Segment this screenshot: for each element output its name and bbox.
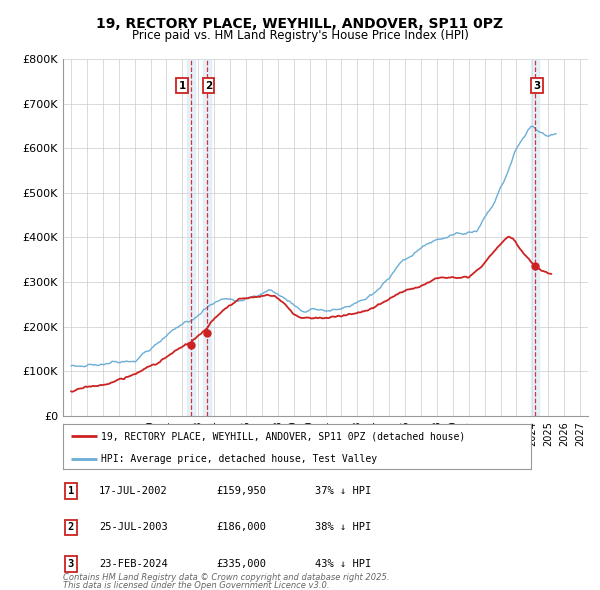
Bar: [530, 59, 539, 416]
Text: This data is licensed under the Open Government Licence v3.0.: This data is licensed under the Open Gov…: [63, 581, 329, 589]
Text: 3: 3: [68, 559, 74, 569]
Text: 23-FEB-2024: 23-FEB-2024: [99, 559, 168, 569]
Text: 19, RECTORY PLACE, WEYHILL, ANDOVER, SP11 0PZ: 19, RECTORY PLACE, WEYHILL, ANDOVER, SP1…: [97, 17, 503, 31]
Text: 43% ↓ HPI: 43% ↓ HPI: [315, 559, 371, 569]
Text: 3: 3: [533, 81, 541, 91]
Bar: [203, 59, 211, 416]
Text: 37% ↓ HPI: 37% ↓ HPI: [315, 486, 371, 496]
Text: 1: 1: [68, 486, 74, 496]
Text: £335,000: £335,000: [216, 559, 266, 569]
Text: 2: 2: [68, 523, 74, 532]
Text: £159,950: £159,950: [216, 486, 266, 496]
Bar: [187, 59, 195, 416]
Text: 25-JUL-2003: 25-JUL-2003: [99, 523, 168, 532]
Text: £186,000: £186,000: [216, 523, 266, 532]
Text: 38% ↓ HPI: 38% ↓ HPI: [315, 523, 371, 532]
Text: HPI: Average price, detached house, Test Valley: HPI: Average price, detached house, Test…: [101, 454, 377, 464]
Text: Contains HM Land Registry data © Crown copyright and database right 2025.: Contains HM Land Registry data © Crown c…: [63, 573, 389, 582]
Text: 17-JUL-2002: 17-JUL-2002: [99, 486, 168, 496]
Text: Price paid vs. HM Land Registry's House Price Index (HPI): Price paid vs. HM Land Registry's House …: [131, 30, 469, 42]
Text: 2: 2: [205, 81, 212, 91]
Text: 1: 1: [179, 81, 186, 91]
Text: 19, RECTORY PLACE, WEYHILL, ANDOVER, SP11 0PZ (detached house): 19, RECTORY PLACE, WEYHILL, ANDOVER, SP1…: [101, 431, 466, 441]
